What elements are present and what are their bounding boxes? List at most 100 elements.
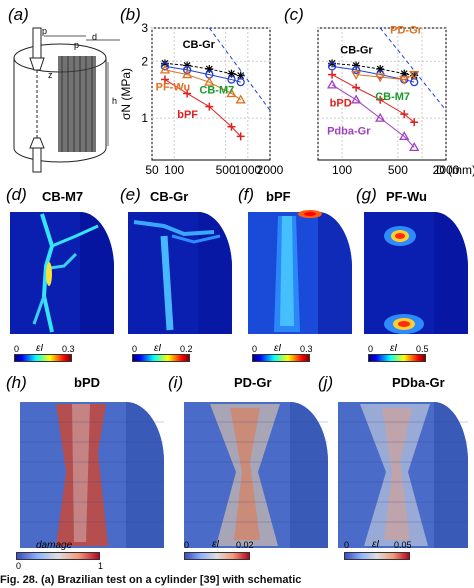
reference-slope-line: [379, 27, 447, 111]
panel-title-e: CB-Gr: [150, 189, 189, 204]
data-point: [183, 89, 192, 98]
colorbar-symbol-g: εI: [390, 343, 398, 354]
data-point: [400, 110, 409, 119]
colorbar-min-j: 0: [344, 540, 350, 550]
figure-caption: Fig. 28. (a) Brazilian test on a cylinde…: [0, 574, 302, 586]
series-annotation: PD-Gr: [390, 25, 423, 37]
panel-title-d: CB-M7: [42, 189, 84, 204]
schematic-label-p2: p: [74, 40, 80, 50]
colorbar-symbol-j: εI: [372, 539, 380, 550]
panel-label-d: (d): [6, 185, 27, 204]
data-point: [351, 65, 361, 75]
series-annotation: CB-Gr: [183, 39, 216, 51]
y-tick-label: 2: [141, 54, 148, 68]
panel-label-j: (j): [318, 373, 334, 392]
colorbar-max-d: 0.3: [62, 344, 75, 354]
colorbar-i: [184, 552, 250, 560]
series-annotation: CB-Gr: [340, 44, 373, 56]
data-point: [236, 71, 245, 80]
particle-pd-gr: [184, 402, 328, 548]
colorbar-symbol-i: εI: [212, 539, 220, 550]
reference-slope-line: [208, 27, 271, 111]
x-tick-label: 500: [216, 163, 236, 177]
panel-label-g: (g): [356, 185, 377, 204]
x-tick-label: 50: [145, 163, 159, 177]
series-line: [332, 62, 415, 77]
contour-pf-wu: [364, 211, 468, 334]
series-line: [164, 62, 241, 77]
x-tick-label: 1000: [234, 163, 261, 177]
colorbar-min-e: 0: [132, 344, 138, 354]
series-line: [331, 84, 415, 148]
colorbar-min-d: 0: [14, 344, 20, 354]
panel-title-i: PD-Gr: [234, 375, 272, 390]
data-point: [160, 75, 169, 84]
colorbar-max-e: 0.2: [180, 344, 193, 354]
contour-cb-m7: [10, 211, 114, 334]
colorbar-min-h: 0: [16, 561, 22, 571]
colorbar-symbol-h: damage: [36, 540, 73, 551]
data-point: [375, 112, 386, 122]
data-point: [159, 64, 171, 74]
data-point: [236, 132, 245, 141]
data-point: [182, 65, 192, 75]
colorbar-j: [344, 552, 410, 560]
schematic-label-d: d: [92, 32, 98, 42]
data-point: [352, 83, 361, 92]
brazilian-test-schematic: [13, 27, 120, 173]
panel-label-e: (e): [120, 185, 141, 204]
data-point: [205, 64, 214, 73]
data-point: [410, 71, 419, 80]
schematic-label-p1: p: [42, 26, 48, 36]
colorbar-symbol-f: εI: [274, 343, 282, 354]
data-point: [226, 88, 237, 98]
data-point: [400, 69, 409, 78]
colorbar-h: [16, 552, 100, 560]
data-point: [327, 62, 337, 71]
colorbar-max-j: 0.05: [394, 540, 412, 550]
panel-label-c: (c): [284, 5, 304, 24]
data-point: [183, 61, 192, 70]
colorbar-symbol-e: εI: [154, 343, 162, 354]
data-point: [409, 142, 420, 152]
series-annotation: CB-M7: [375, 91, 410, 103]
contour-cb-gr: [128, 211, 232, 334]
colorbar-min-f: 0: [252, 344, 258, 354]
data-point: [236, 78, 245, 87]
series-annotation: bPD: [330, 98, 352, 110]
data-point: [326, 79, 338, 89]
x-tick-label: 100: [332, 163, 352, 177]
data-point: [351, 94, 362, 104]
data-point: [227, 75, 236, 84]
colorbar-max-g: 0.5: [416, 344, 429, 354]
panel-title-f: bPF: [266, 189, 291, 204]
data-point: [409, 70, 420, 80]
x-axis-label: D (mm): [436, 163, 474, 177]
data-point: [351, 70, 362, 80]
data-point: [376, 64, 385, 73]
data-point: [328, 70, 337, 79]
data-point: [352, 61, 361, 70]
colorbar-g: [368, 354, 426, 362]
data-point: [376, 95, 385, 104]
colorbar-d: [14, 354, 72, 362]
panel-title-j: PDba-Gr: [392, 375, 445, 390]
data-point: [410, 118, 419, 127]
particle-pdba-gr: [338, 402, 468, 548]
x-tick-label: 2000: [257, 163, 284, 177]
x-tick-label: 100: [164, 163, 184, 177]
panel-label-b: (b): [120, 5, 141, 24]
data-point: [204, 76, 215, 86]
colorbar-max-f: 0.3: [300, 344, 313, 354]
data-point: [160, 62, 170, 71]
colorbar-max-h: 1: [98, 561, 104, 571]
data-point: [375, 73, 386, 83]
particle-bpd: [20, 402, 164, 548]
series-annotation: bPF: [177, 109, 198, 121]
data-point: [399, 75, 410, 85]
y-axis-label: σN (MPa): [119, 68, 133, 120]
panel-title-h: bPD: [74, 375, 100, 390]
panel-label-h: (h): [6, 373, 27, 392]
